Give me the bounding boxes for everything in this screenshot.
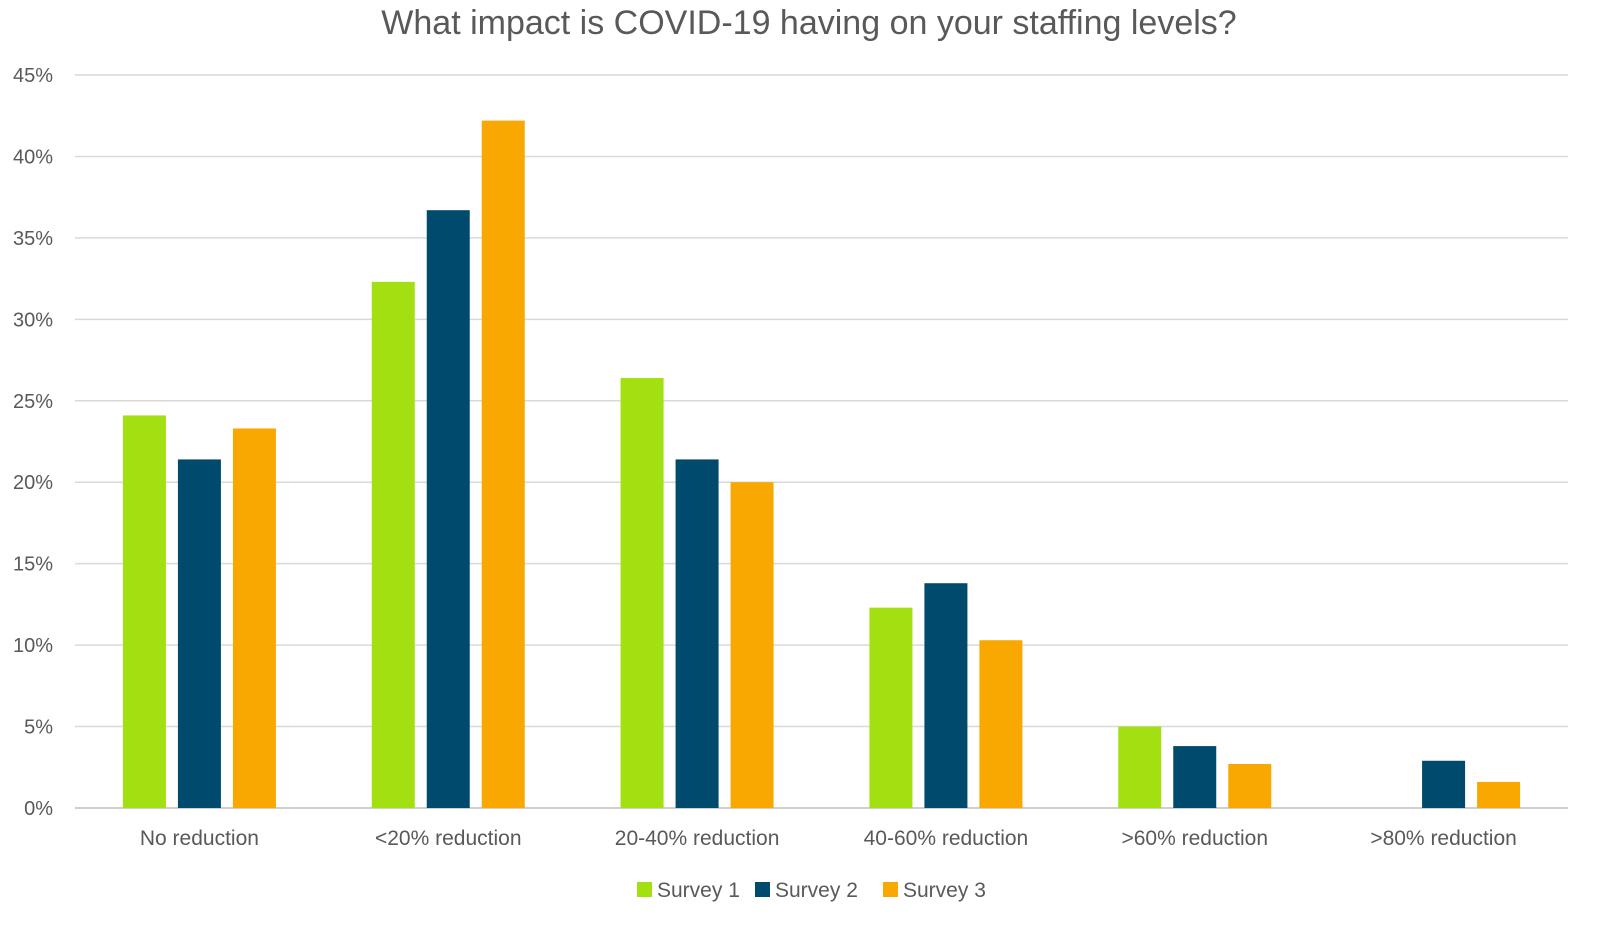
legend-swatch — [637, 882, 652, 897]
y-tick-label: 0% — [24, 798, 53, 820]
bar — [924, 583, 968, 808]
x-category-label: 40-60% reduction — [864, 827, 1029, 850]
gridlines — [75, 74, 1568, 809]
bar — [177, 459, 221, 808]
bar — [620, 377, 664, 808]
chart-title: What impact is COVID-19 having on your s… — [381, 4, 1236, 42]
x-category-label: >60% reduction — [1121, 827, 1268, 850]
bar — [979, 640, 1023, 808]
y-tick-label: 15% — [13, 554, 53, 576]
bar — [675, 459, 719, 808]
legend-swatch — [883, 882, 898, 897]
bar — [1422, 760, 1466, 808]
bar — [371, 281, 415, 808]
bar — [426, 210, 470, 809]
y-tick-label: 30% — [13, 309, 53, 331]
legend-label: Survey 2 — [775, 879, 858, 902]
y-tick-label: 25% — [13, 391, 53, 413]
x-category-label: 20-40% reduction — [615, 827, 780, 850]
y-tick-label: 40% — [13, 146, 53, 168]
bar — [730, 482, 774, 808]
bar — [1173, 746, 1217, 808]
x-category-label: No reduction — [140, 827, 259, 850]
legend: Survey 1 Survey 2 Survey 3 — [637, 879, 986, 902]
y-tick-label: 35% — [13, 228, 53, 250]
bars — [122, 120, 1521, 809]
x-axis-categories: No reduction <20% reduction 20-40% reducti… — [140, 827, 1517, 850]
bar — [1228, 764, 1272, 808]
y-tick-label: 45% — [13, 65, 53, 87]
legend-label: Survey 3 — [903, 879, 986, 902]
y-tick-label: 5% — [24, 717, 53, 739]
y-tick-label: 10% — [13, 635, 53, 657]
y-axis-ticks: 0% 5% 10% 15% 20% 25% 30% 35% 40% 45% — [13, 65, 53, 820]
legend-label: Survey 1 — [657, 879, 740, 902]
bar — [122, 415, 166, 808]
bar — [481, 120, 525, 808]
x-category-label: <20% reduction — [375, 827, 522, 850]
bar — [1477, 781, 1521, 808]
bar — [232, 428, 276, 808]
bar — [869, 607, 913, 808]
x-category-label: >80% reduction — [1370, 827, 1517, 850]
legend-swatch — [755, 882, 770, 897]
bar — [1118, 726, 1162, 808]
y-tick-label: 20% — [13, 472, 53, 494]
